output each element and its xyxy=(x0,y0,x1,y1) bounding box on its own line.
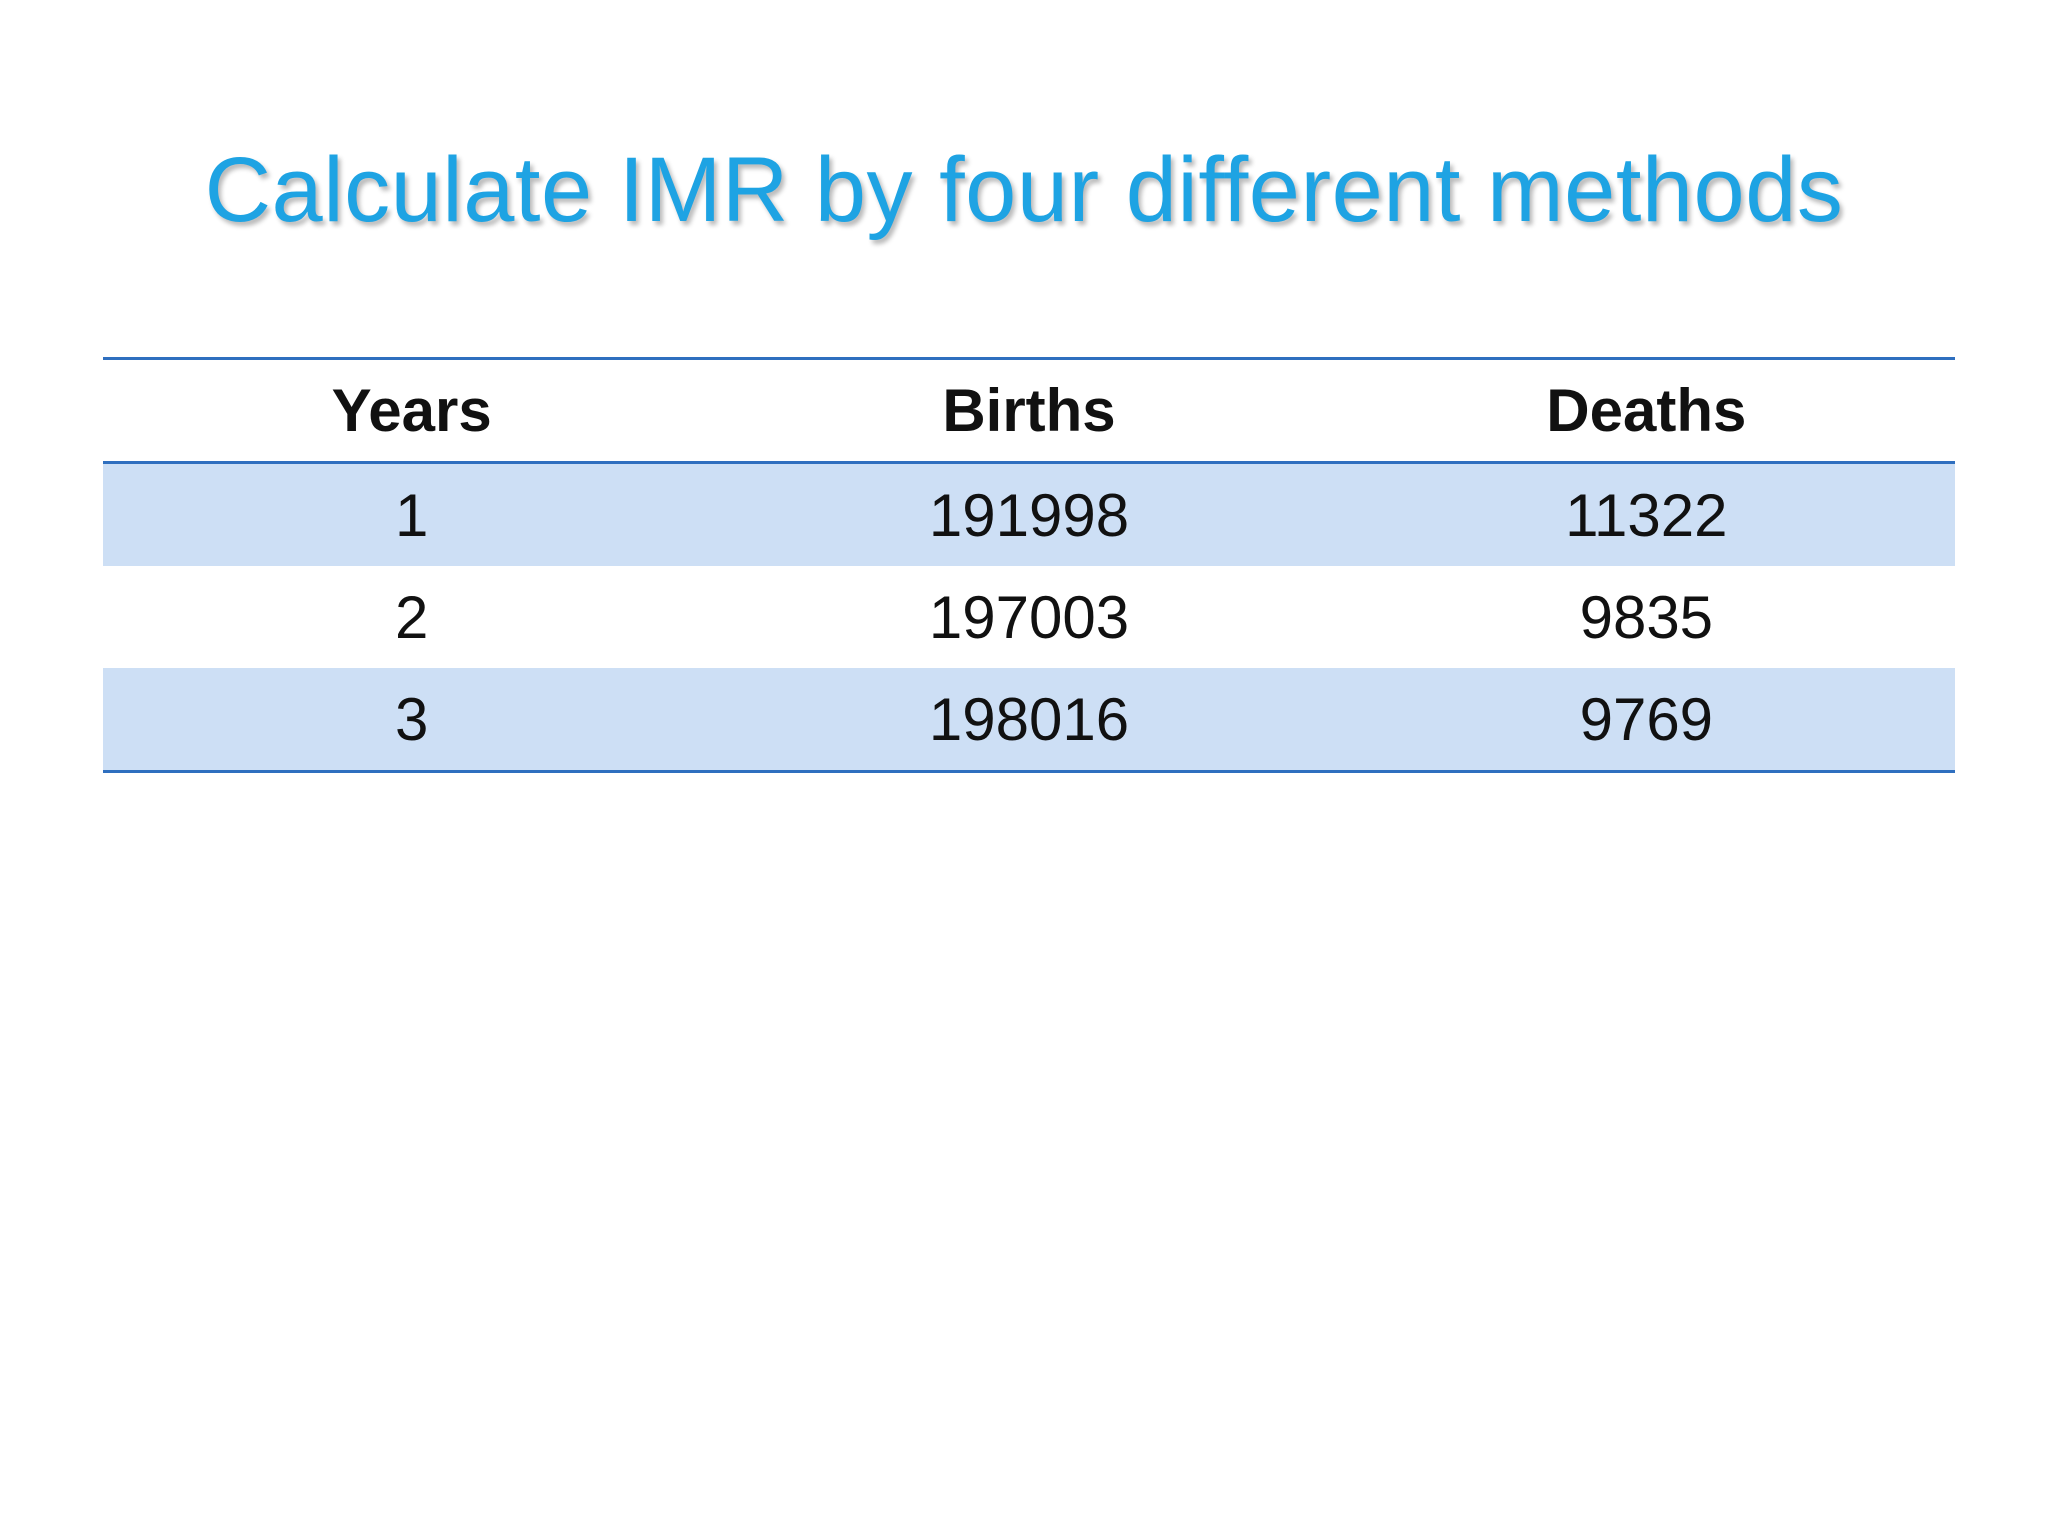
cell-year: 3 xyxy=(103,668,721,772)
table-row: 2 197003 9835 xyxy=(103,566,1955,668)
cell-births: 198016 xyxy=(720,668,1338,772)
cell-births: 191998 xyxy=(720,462,1338,566)
cell-deaths: 9769 xyxy=(1337,668,1955,772)
header-deaths: Deaths xyxy=(1546,377,1747,444)
cell-deaths: 9835 xyxy=(1579,583,1714,651)
slide-title: Calculate IMR by four different methods xyxy=(204,139,1844,241)
header-births: Births xyxy=(942,377,1116,444)
table-row: 1 191998 11322 xyxy=(103,462,1955,566)
cell-year: 2 xyxy=(394,583,429,651)
data-table: Years Births Deaths 1 191998 11322 2 197… xyxy=(103,357,1955,773)
cell-births: 197003 xyxy=(928,583,1130,651)
cell-deaths: 11322 xyxy=(1337,462,1955,566)
table-header-row: Years Births Deaths xyxy=(103,358,1955,463)
cell-year: 1 xyxy=(103,462,721,566)
header-years: Years xyxy=(331,377,492,444)
table-row: 3 198016 9769 xyxy=(103,668,1955,772)
